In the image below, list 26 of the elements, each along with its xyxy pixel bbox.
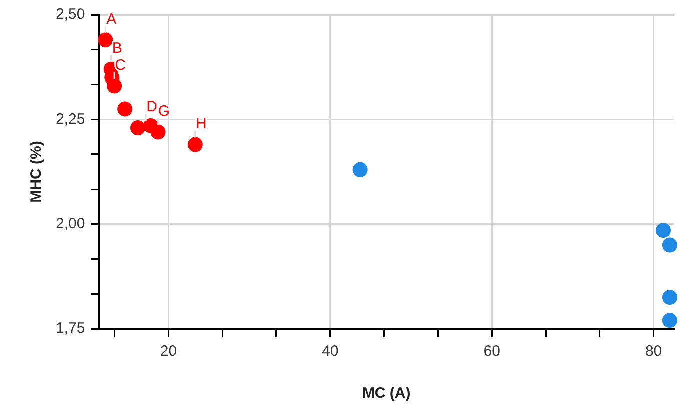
y-tick-label: 2,25 <box>56 110 86 128</box>
point <box>188 137 203 152</box>
point <box>352 162 368 178</box>
y-tick-label: 1,75 <box>56 320 86 338</box>
annotation: A <box>106 10 117 28</box>
y-tick-label: 2,00 <box>56 215 86 232</box>
x-tick-label: 20 <box>160 343 178 360</box>
point <box>656 223 671 238</box>
point <box>98 32 114 48</box>
annotation: D <box>146 98 158 116</box>
y-axis-title: MHC (%) <box>28 141 46 203</box>
point <box>150 124 166 140</box>
x-tick-label: 60 <box>484 343 500 360</box>
point <box>107 78 122 94</box>
point <box>118 102 133 117</box>
annotation: H <box>196 115 207 132</box>
y-tick-label: 2,50 <box>56 6 86 24</box>
x-tick-label: 40 <box>322 343 339 360</box>
annotation: G <box>158 102 170 120</box>
annotation: B <box>112 40 122 58</box>
point <box>130 120 146 136</box>
point <box>662 238 678 253</box>
point <box>662 290 678 306</box>
x-tick-label: 80 <box>645 343 662 360</box>
point <box>662 313 678 328</box>
x-axis-title: MC (A) <box>362 385 411 402</box>
